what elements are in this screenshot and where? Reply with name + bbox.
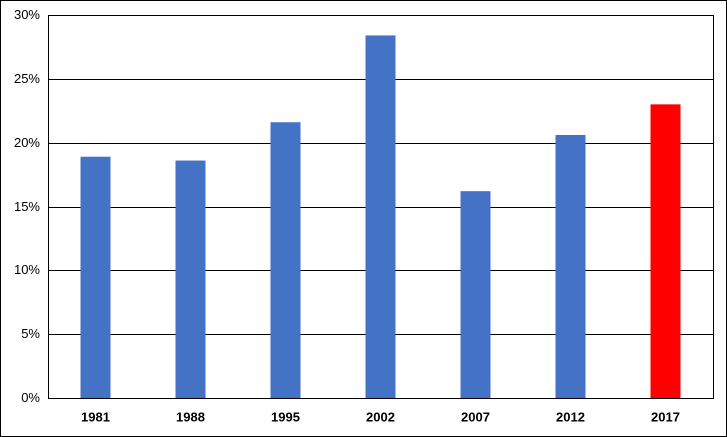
x-tick-label: 2017 — [651, 409, 680, 424]
x-tick-label: 1995 — [271, 409, 300, 424]
bar — [650, 104, 681, 398]
x-tick-label: 1981 — [81, 409, 110, 424]
bar — [175, 160, 206, 398]
y-tick-label: 30% — [14, 7, 40, 22]
x-tick-label: 1988 — [176, 409, 205, 424]
y-tick-label: 5% — [21, 326, 40, 341]
x-tick-label: 2002 — [366, 409, 395, 424]
bar — [365, 35, 396, 398]
x-tick-label: 2012 — [556, 409, 585, 424]
y-tick-label: 25% — [14, 71, 40, 86]
y-tick-label: 15% — [14, 199, 40, 214]
plot-border — [48, 15, 714, 399]
y-tick-label: 10% — [14, 262, 40, 277]
y-tick-label: 20% — [14, 135, 40, 150]
bar — [270, 122, 301, 399]
x-tick-label: 2007 — [461, 409, 490, 424]
bar — [460, 191, 491, 398]
y-tick-label: 0% — [21, 390, 40, 405]
bar — [80, 156, 111, 398]
bar — [555, 135, 586, 399]
